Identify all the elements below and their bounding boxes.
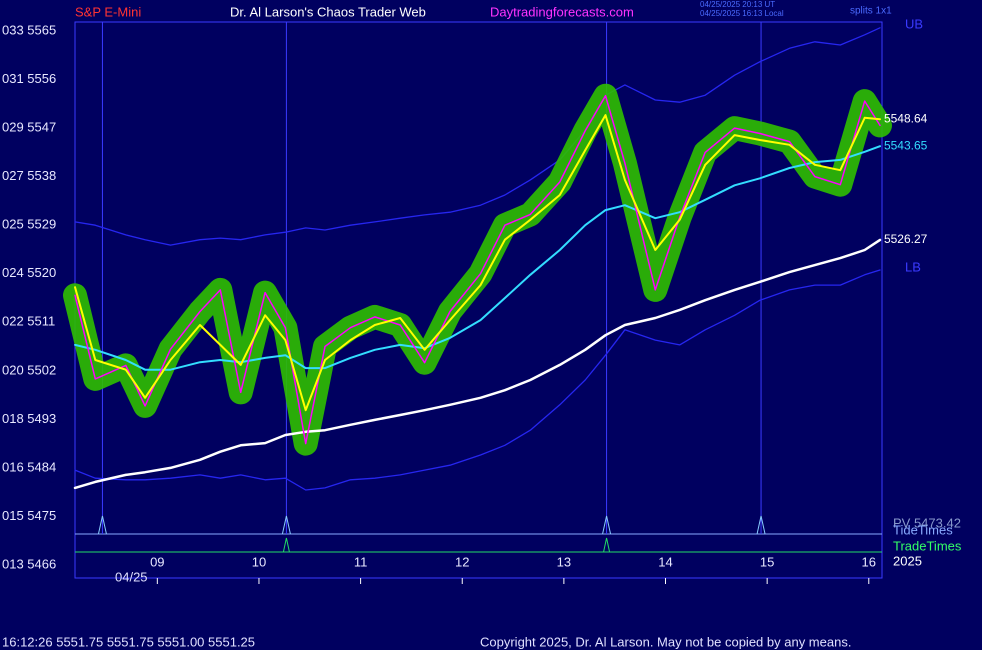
y-tick-label: 029 5547 bbox=[2, 120, 56, 135]
tide-label: TideTimes bbox=[893, 522, 953, 537]
x-tick-label: 16 bbox=[862, 554, 876, 569]
site-url: Daytradingforecasts.com bbox=[490, 4, 634, 19]
y-tick-label: 013 5466 bbox=[2, 556, 56, 571]
band-name: UB bbox=[905, 16, 923, 31]
trade-spike bbox=[282, 537, 290, 553]
band-line bbox=[74, 27, 881, 246]
year-label: 2025 bbox=[893, 553, 922, 568]
y-tick-label: 033 5565 bbox=[2, 22, 56, 37]
trade-label: TradeTimes bbox=[893, 538, 962, 553]
trade-spike bbox=[603, 537, 611, 553]
x-tick-label: 11 bbox=[354, 554, 368, 569]
y-tick-label: 018 5493 bbox=[2, 411, 56, 426]
band-name: LB bbox=[905, 259, 921, 274]
fast-average bbox=[74, 114, 881, 412]
y-tick-label: 031 5556 bbox=[2, 71, 56, 86]
tide-spike bbox=[756, 515, 766, 535]
medium-average bbox=[74, 145, 881, 371]
y-tick-label: 016 5484 bbox=[2, 459, 56, 474]
y-tick-label: 015 5475 bbox=[2, 508, 56, 523]
x-tick-label: 15 bbox=[760, 554, 774, 569]
band-line bbox=[74, 269, 881, 491]
pv-label: PV 5473.42 bbox=[893, 515, 961, 530]
time-local: 04/25/2025 16:13 Local bbox=[700, 9, 784, 18]
x-tick-label: 13 bbox=[557, 554, 571, 569]
y-tick-label: 027 5538 bbox=[2, 168, 56, 183]
copyright: Copyright 2025, Dr. Al Larson. May not b… bbox=[480, 634, 851, 649]
x-tick-label: 12 bbox=[455, 554, 469, 569]
time-ut: 04/25/2025 20:13 UT bbox=[700, 0, 775, 9]
x-tick-label: 09 bbox=[150, 554, 164, 569]
tide-spike bbox=[281, 515, 291, 535]
slow-average bbox=[73, 238, 882, 490]
x-tick-label: 14 bbox=[658, 554, 672, 569]
quote: 16:12:26 5551.75 5551.75 5551.00 5551.25 bbox=[2, 634, 255, 649]
site-title: Dr. Al Larson's Chaos Trader Web bbox=[230, 4, 426, 19]
date-label: 04/25 bbox=[115, 569, 148, 584]
instrument: S&P E-Mini bbox=[75, 4, 141, 19]
x-tick-label: 10 bbox=[252, 554, 266, 569]
end-value-label: 5526.27 bbox=[884, 232, 928, 246]
glow bbox=[63, 83, 892, 456]
price-line bbox=[74, 94, 881, 445]
end-value-label: 5548.64 bbox=[884, 111, 928, 125]
splits: splits 1x1 bbox=[850, 6, 892, 17]
y-tick-label: 024 5520 bbox=[2, 265, 56, 280]
tide-spike bbox=[97, 515, 107, 535]
tide-spike bbox=[602, 515, 612, 535]
y-tick-label: 020 5502 bbox=[2, 362, 56, 377]
end-value-label: 5543.65 bbox=[884, 138, 928, 152]
y-tick-label: 022 5511 bbox=[2, 314, 55, 329]
y-tick-label: 025 5529 bbox=[2, 217, 56, 232]
